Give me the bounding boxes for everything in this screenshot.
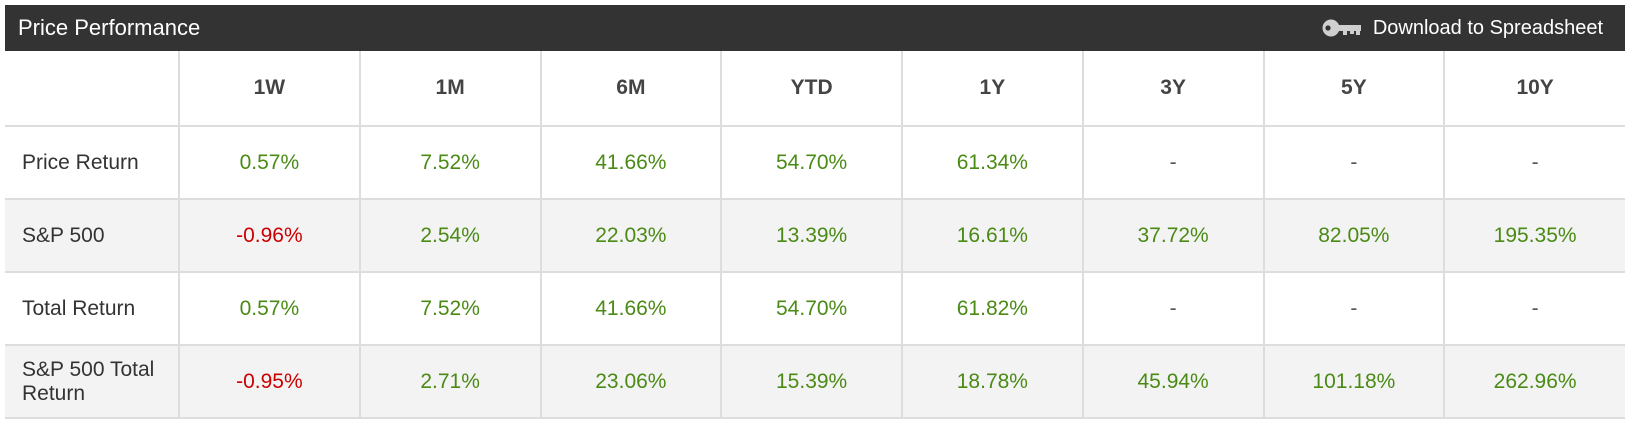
column-header: 1W [179,51,361,127]
cell: 54.70% [721,272,903,346]
header-corner [5,51,180,127]
cell: - [1444,126,1625,200]
price-performance-panel: Price Performance Download to Spreadshee… [5,5,1625,419]
column-header: YTD [721,51,903,127]
table-row: Price Return 0.57% 7.52% 41.66% 54.70% 6… [5,126,1625,200]
table-row: Total Return 0.57% 7.52% 41.66% 54.70% 6… [5,272,1625,346]
column-header: 10Y [1444,51,1625,127]
cell: -0.95% [179,345,361,419]
cell: 41.66% [540,272,723,346]
cell: 7.52% [359,272,542,346]
cell: - [1082,126,1265,200]
cell: - [1263,272,1446,346]
cell: 22.03% [540,199,723,273]
cell: 82.05% [1263,199,1446,273]
row-label: Total Return [5,272,180,346]
cell: 195.35% [1444,199,1625,273]
cell: 15.39% [721,345,903,419]
cell: 101.18% [1263,345,1446,419]
cell: - [1444,272,1625,346]
cell: 0.57% [179,272,361,346]
column-header: 3Y [1082,51,1265,127]
cell: 41.66% [540,126,723,200]
key-icon [1321,17,1363,39]
table-header-row: 1W 1M 6M YTD 1Y 3Y 5Y 10Y [5,51,1625,127]
cell: 61.34% [902,126,1084,200]
cell: 61.82% [902,272,1084,346]
cell: 13.39% [721,199,903,273]
cell: 23.06% [540,345,723,419]
column-header: 1Y [902,51,1084,127]
column-header: 5Y [1263,51,1446,127]
row-label: S&P 500 Total Return [5,345,180,419]
row-label: Price Return [5,126,180,200]
cell: -0.96% [179,199,361,273]
cell: 2.71% [359,345,542,419]
cell: 37.72% [1082,199,1265,273]
cell: - [1263,126,1446,200]
cell: 262.96% [1444,345,1625,419]
cell: 7.52% [359,126,542,200]
download-spreadsheet-button[interactable]: Download to Spreadsheet [1321,17,1603,40]
column-header: 6M [540,51,723,127]
cell: 18.78% [902,345,1084,419]
cell: 0.57% [179,126,361,200]
performance-table: 1W 1M 6M YTD 1Y 3Y 5Y 10Y Price Return 0… [5,51,1625,419]
download-label: Download to Spreadsheet [1372,16,1603,39]
cell: 2.54% [359,199,542,273]
row-label: S&P 500 [5,199,180,273]
panel-header: Price Performance Download to Spreadshee… [5,5,1625,51]
column-header: 1M [359,51,542,127]
cell: 16.61% [902,199,1084,273]
cell: - [1082,272,1265,346]
cell: 45.94% [1082,345,1265,419]
table-row: S&P 500 -0.96% 2.54% 22.03% 13.39% 16.61… [5,199,1625,273]
table-row: S&P 500 Total Return -0.95% 2.71% 23.06%… [5,345,1625,419]
cell: 54.70% [721,126,903,200]
panel-title: Price Performance [18,15,201,40]
